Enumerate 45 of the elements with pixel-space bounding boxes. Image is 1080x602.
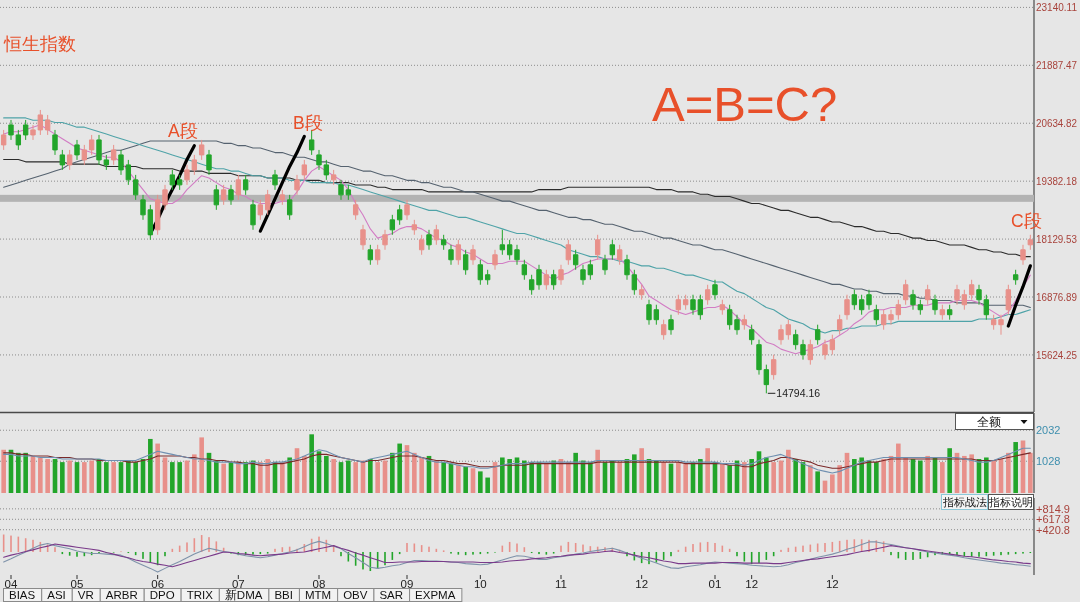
annotation: A=B=C?	[652, 77, 838, 131]
category-label: BIAS	[9, 589, 36, 601]
y-tick-label: 15624.25	[1036, 349, 1078, 361]
text: 恒生指数	[3, 34, 76, 54]
y-tick-label: 2032	[1036, 424, 1061, 437]
annotation: B段	[293, 113, 323, 134]
category-label: ASI	[47, 589, 66, 601]
y-tick-label: 21887.47	[1036, 59, 1078, 71]
category-label: VR	[77, 589, 94, 601]
x-tick-label: 09	[400, 578, 414, 590]
x-tick-label: 12	[745, 578, 759, 590]
annotation: 全额	[976, 414, 1001, 428]
category-label: EXPMA	[415, 589, 456, 601]
x-tick-label: 11	[555, 578, 567, 590]
y-tick-label: +617.8	[1036, 513, 1070, 526]
category-label: TRIX	[186, 589, 214, 601]
y-tick-label: 19382.18	[1036, 175, 1078, 187]
x-tick-label: 12	[635, 578, 649, 590]
category-label: ARBR	[105, 589, 138, 601]
y-tick-label: 18129.53	[1036, 233, 1078, 245]
y-tick-label: 20634.82	[1036, 117, 1078, 129]
x-tick-label: 04	[4, 578, 18, 590]
x-tick-label: 07	[231, 578, 245, 590]
x-tick-label: 06	[151, 578, 165, 590]
x-tick-label: 08	[312, 578, 326, 590]
category-label: BBI	[274, 589, 293, 601]
category-label: DPO	[149, 589, 175, 601]
category-label: MTM	[304, 589, 332, 601]
x-tick-label: 01	[708, 578, 722, 590]
y-tick-label: 1028	[1036, 455, 1061, 468]
y-tick-label: 23140.11	[1036, 1, 1078, 13]
y-tick-label: +420.8	[1036, 523, 1070, 536]
x-tick-label: 12	[825, 578, 839, 590]
y-tick-label: +814.9	[1036, 502, 1070, 515]
category-label: 新DMA	[224, 588, 263, 601]
y-tick-label: 16876.89	[1036, 291, 1078, 303]
category-label: SAR	[379, 589, 404, 601]
x-tick-label: 05	[70, 578, 84, 590]
annotation: 指标说明	[988, 496, 1033, 508]
annotation: A段	[168, 120, 198, 141]
annotation: C段	[1011, 210, 1042, 231]
category-label: OBV	[343, 589, 368, 601]
x-tick-label: 10	[473, 578, 487, 590]
text: 14794.16	[776, 387, 821, 400]
annotation: 指标战法	[941, 496, 987, 508]
